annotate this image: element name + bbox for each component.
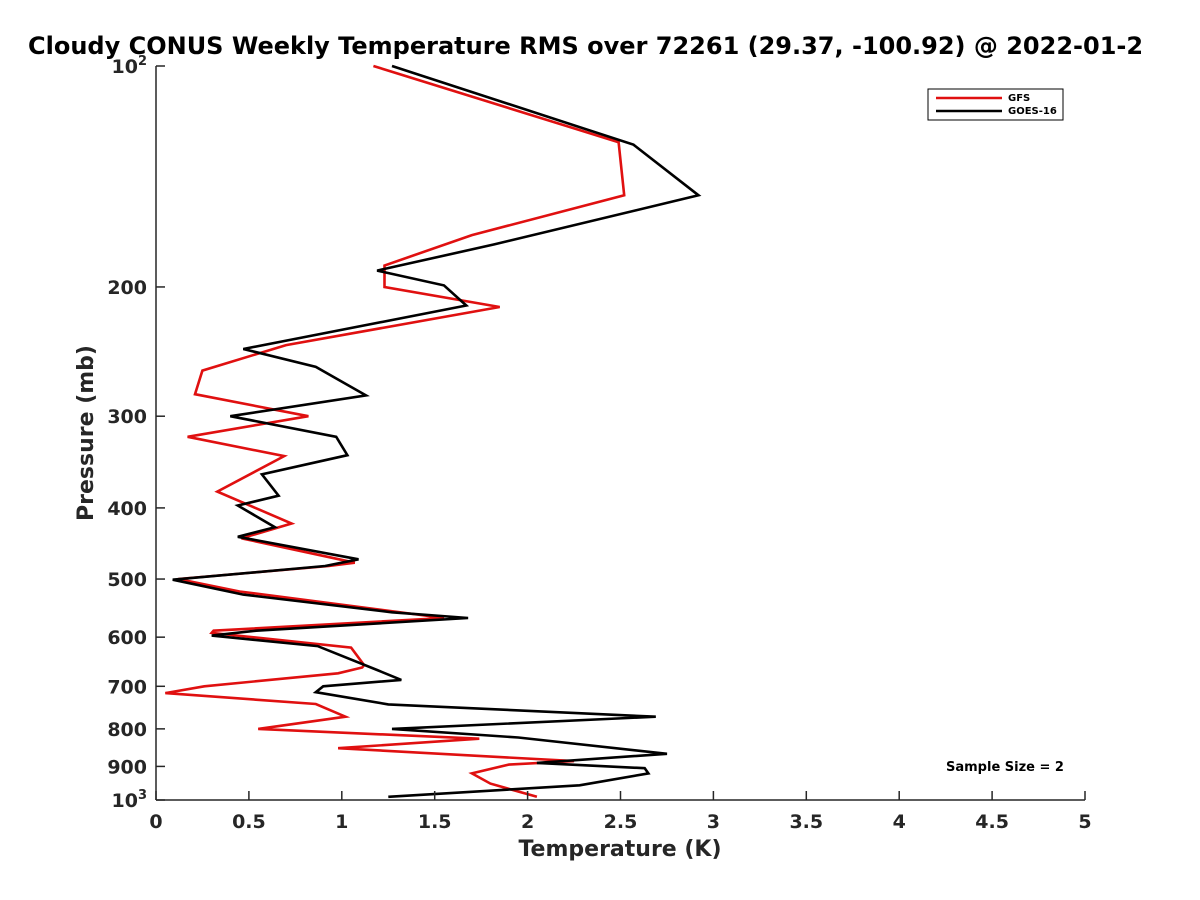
y-tick-label: 400: [107, 498, 147, 520]
x-axis-label: Temperature (K): [518, 837, 721, 862]
legend-label-gfs: GFS: [1008, 93, 1030, 104]
y-tick-label: 600: [107, 627, 147, 649]
y-tick-label: 900: [107, 756, 147, 778]
sample-size-annotation: Sample Size = 2: [946, 760, 1064, 775]
legend: GFS GOES-16: [927, 88, 1064, 121]
series-line-goes16: [172, 64, 702, 799]
series-line-gfs: [165, 64, 626, 799]
y-tick-label: 103: [112, 788, 148, 812]
x-tick-label: 2: [521, 811, 534, 833]
y-tick-label: 700: [107, 676, 147, 698]
x-tick-label: 0: [149, 811, 162, 833]
x-tick-label: 3.5: [789, 811, 823, 833]
x-tick-label: 2.5: [604, 811, 638, 833]
plot-area: [156, 66, 1085, 800]
series-layer: [165, 64, 702, 799]
x-tick-label: 1.5: [418, 811, 452, 833]
legend-box: [927, 88, 1064, 121]
legend-label-goes16: GOES-16: [1008, 106, 1057, 117]
y-axis-label: Pressure (mb): [74, 345, 99, 521]
x-tick-label: 5: [1078, 811, 1091, 833]
x-tick-label: 3: [707, 811, 720, 833]
y-tick-label: 300: [107, 406, 147, 428]
x-tick-label: 4.5: [975, 811, 1009, 833]
y-tick-label: 800: [107, 719, 147, 741]
x-tick-label: 0.5: [232, 811, 266, 833]
x-tick-label: 1: [335, 811, 348, 833]
y-tick-label: 200: [107, 277, 147, 299]
y-tick-label: 500: [107, 569, 147, 591]
y-tick-label: 102: [112, 54, 148, 78]
x-tick-label: 4: [893, 811, 906, 833]
ticks-layer: 0 0.5 1 1.5 2 2.5 3 3.5 4 4.5 5 102 200 300 400 500 600 7…: [107, 54, 1091, 833]
chart-title: Cloudy CONUS Weekly Temperature RMS over…: [28, 32, 1143, 60]
